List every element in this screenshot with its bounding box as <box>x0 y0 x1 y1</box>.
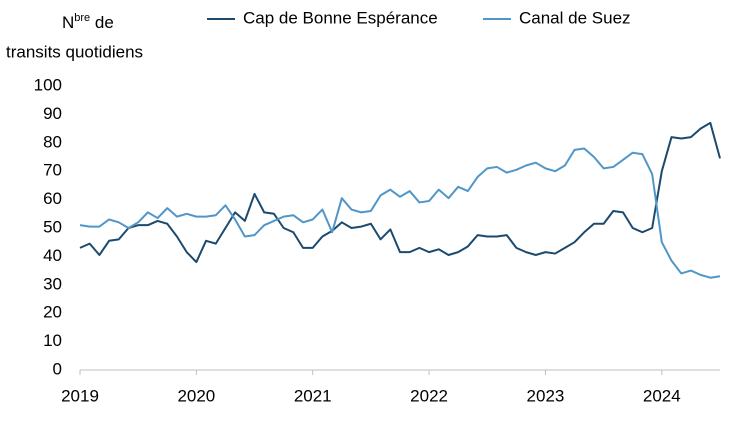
y-tick-label: 40 <box>43 246 62 265</box>
y-tick-label: 0 <box>53 359 62 378</box>
y-tick-label: 10 <box>43 331 62 350</box>
x-tick-label: 2022 <box>410 386 448 405</box>
x-tick-label: 2024 <box>643 386 681 405</box>
y-axis-label: Nbre de <box>62 12 114 33</box>
y-tick-label: 90 <box>43 104 62 123</box>
y-tick-label: 80 <box>43 132 62 151</box>
y-axis-label: transits quotidiens <box>6 42 143 61</box>
y-tick-label: 50 <box>43 217 62 236</box>
x-tick-label: 2019 <box>61 386 99 405</box>
legend-label: Canal de Suez <box>519 8 631 27</box>
legend-label: Cap de Bonne Espérance <box>243 8 438 27</box>
x-tick-label: 2020 <box>177 386 215 405</box>
y-tick-label: 20 <box>43 303 62 322</box>
x-tick-label: 2021 <box>294 386 332 405</box>
data-line <box>79 121 721 264</box>
y-tick-label: 100 <box>34 75 62 94</box>
data-line <box>79 147 721 279</box>
y-tick-label: 60 <box>43 189 62 208</box>
y-tick-label: 30 <box>43 274 62 293</box>
y-tick-label: 70 <box>43 161 62 180</box>
x-tick-label: 2023 <box>527 386 565 405</box>
